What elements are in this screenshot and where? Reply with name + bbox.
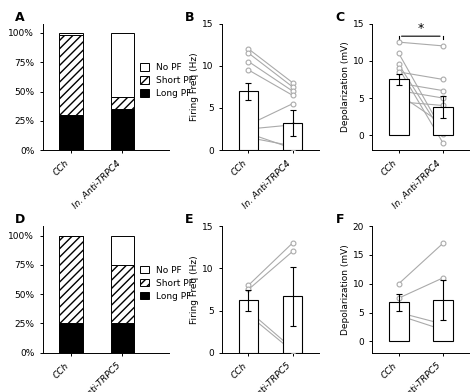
Bar (111, 109, 134, 150)
Bar (59, 33, 82, 35)
Bar (111, 33, 134, 97)
Bar (389, 80, 409, 135)
Text: D: D (15, 214, 25, 227)
Bar (283, 296, 302, 353)
Y-axis label: Firing Freq (Hz): Firing Freq (Hz) (191, 255, 200, 324)
Bar (111, 323, 134, 353)
Bar (111, 97, 134, 109)
Y-axis label: Firing Freq (Hz): Firing Freq (Hz) (191, 53, 200, 121)
Bar (111, 236, 134, 265)
Bar (283, 123, 302, 150)
Y-axis label: Depolarization (mV): Depolarization (mV) (341, 42, 350, 132)
Bar (238, 91, 258, 150)
Text: E: E (185, 214, 194, 227)
Text: A: A (15, 11, 25, 24)
Bar (433, 107, 453, 135)
Legend: No PF, Short PF, Long PF: No PF, Short PF, Long PF (138, 264, 196, 303)
Text: C: C (336, 11, 345, 24)
Text: B: B (185, 11, 195, 24)
Bar (389, 302, 409, 341)
Y-axis label: Depolarization (mV): Depolarization (mV) (341, 244, 350, 335)
Bar (433, 300, 453, 341)
Text: F: F (336, 214, 344, 227)
Bar (59, 35, 82, 115)
Text: *: * (418, 22, 424, 35)
Bar (59, 115, 82, 150)
Bar (111, 265, 134, 323)
Bar (59, 323, 82, 353)
Bar (238, 300, 258, 353)
Bar (59, 236, 82, 323)
Legend: No PF, Short PF, Long PF: No PF, Short PF, Long PF (138, 61, 196, 100)
